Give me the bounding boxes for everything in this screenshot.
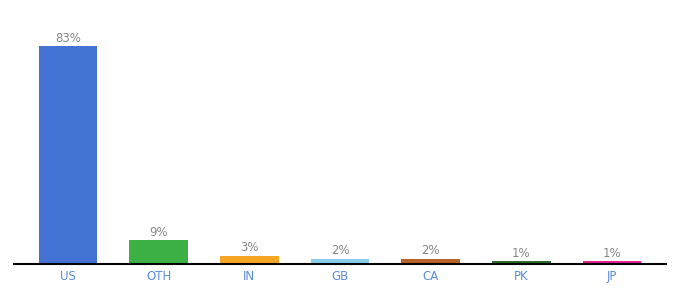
Text: 1%: 1%: [602, 247, 622, 260]
Bar: [311, 259, 369, 264]
Text: 3%: 3%: [240, 241, 258, 254]
Text: 2%: 2%: [422, 244, 440, 257]
Bar: [220, 256, 279, 264]
Bar: [39, 46, 97, 264]
Bar: [492, 261, 551, 264]
Text: 83%: 83%: [55, 32, 81, 45]
Text: 9%: 9%: [150, 226, 168, 238]
Bar: [401, 259, 460, 264]
Text: 2%: 2%: [330, 244, 350, 257]
Bar: [583, 261, 641, 264]
Text: 1%: 1%: [512, 247, 530, 260]
Bar: [129, 240, 188, 264]
